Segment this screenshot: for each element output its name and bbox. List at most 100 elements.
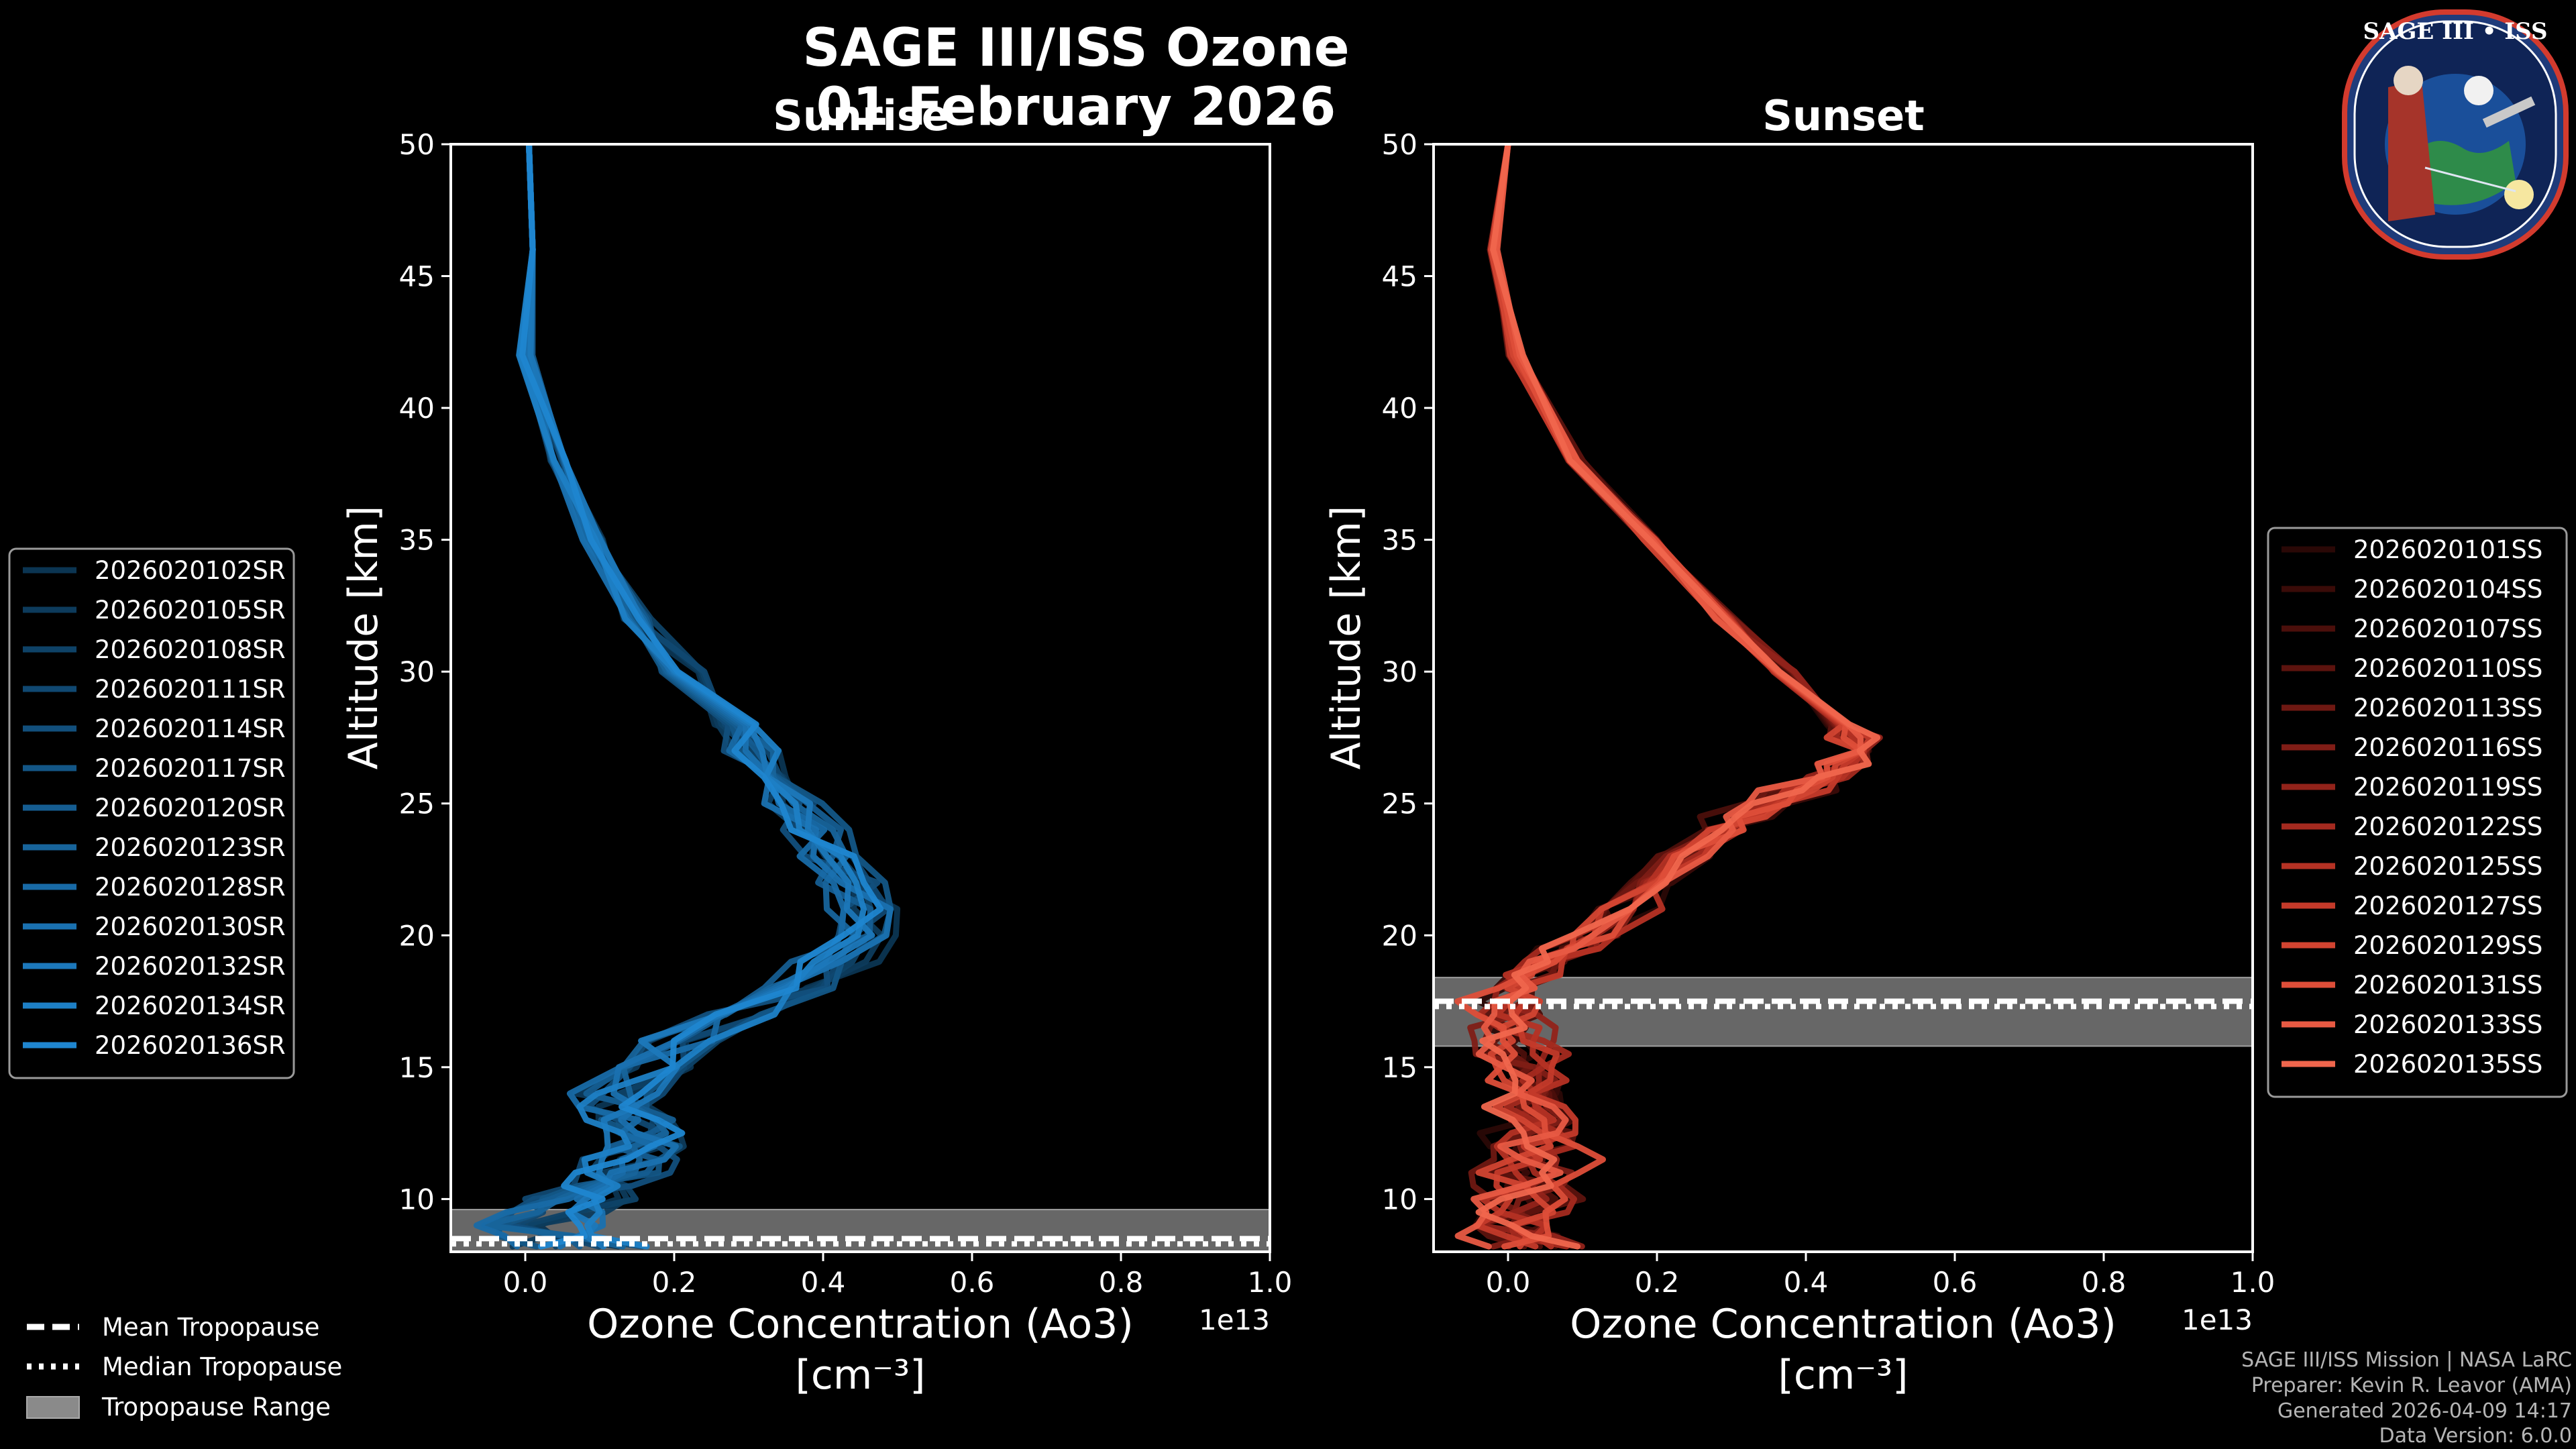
wizard-robe-icon [2388,80,2435,221]
sunrise-legend-label: 2026020130SR [95,912,286,941]
credits: SAGE III/ISS Mission | NASA LaRC Prepare… [2241,1348,2572,1448]
tropopause-range-label: Tropopause Range [101,1393,331,1421]
sunrise-legend-label: 2026020102SR [95,556,286,585]
sunrise-x-tick-label: 0.6 [950,1266,995,1299]
sunrise-y-tick-label: 35 [399,524,435,557]
credit-preparer: Preparer: Kevin R. Leavor (AMA) [2251,1374,2572,1397]
sunset-tropopause-range [1434,977,2253,1047]
sunset-x-tick-label: 0.2 [1635,1266,1680,1299]
sunrise-legend-label: 2026020128SR [95,873,286,902]
sage-iii-iss-mission-logo: SAGE III • ISS [2342,9,2569,260]
iss-icon [2482,96,2536,128]
sunset-x-multiplier: 1e13 [2182,1303,2253,1336]
sunset-legend-label: 2026020129SS [2353,931,2542,960]
sunset-legend-label: 2026020110SS [2353,654,2542,683]
sunrise-panel: 0.0 0.2 0.4 0.6 0.8 1.0 10 15 20 25 30 35 40 45 50 1e13… [340,128,1292,1399]
sunset-legend-label: 2026020119SS [2353,773,2542,802]
sunset-x-axis-unit: [cm⁻³] [1778,1352,1909,1399]
sunset-x-axis-label: Ozone Concentration (Ao3) [1570,1301,2116,1348]
figure-title: SAGE III/ISS Ozone [802,18,1349,78]
sunset-x-tick-label: 1.0 [2231,1266,2275,1299]
sunrise-panel-title: Sunrise [773,91,950,140]
logo-title: SAGE III • ISS [2363,18,2547,45]
sunrise-x-tick-label: 0.8 [1099,1266,1144,1299]
sunrise-axes-frame [449,143,1271,1253]
sunrise-y-tick-label: 50 [399,128,435,161]
sunrise-legend-label: 2026020132SR [95,952,286,981]
sunset-y-tick-label: 15 [1382,1051,1417,1084]
sunset-legend-label: 2026020101SS [2353,535,2542,564]
sunrise-x-axis-unit: [cm⁻³] [796,1352,926,1399]
sunrise-profile-2026020136SR [519,144,884,1250]
sunset-legend-label: 2026020116SS [2353,733,2542,762]
sunrise-legend-label: 2026020117SR [95,754,286,783]
sunrise-legend: 2026020102SR 2026020105SR 2026020108SR 2026… [8,547,295,1079]
sunset-legend-label: 2026020131SS [2353,971,2542,1000]
credit-mission: SAGE III/ISS Mission | NASA LaRC [2241,1348,2572,1372]
sunrise-y-tick-label: 15 [399,1051,435,1084]
sunrise-y-axis-label: Altitude [km] [340,506,387,770]
sunrise-x-tick-label: 1.0 [1248,1266,1293,1299]
sunrise-x-tick-label: 0.2 [652,1266,697,1299]
sunset-x-tick-label: 0.4 [1784,1266,1829,1299]
sunrise-y-tick-label: 20 [399,919,435,952]
sunrise-legend-label: 2026020123SR [95,833,286,862]
sunset-legend-box [2267,527,2568,1098]
sunset-panel: 0.0 0.2 0.4 0.6 0.8 1.0 10 15 20 25 30 35 40 45 50 1e13… [1323,128,2275,1399]
sunset-legend-label: 2026020107SS [2353,614,2542,643]
sunrise-legend-label: 2026020111SR [95,675,286,704]
sunset-x-tick-label: 0.6 [1933,1266,1978,1299]
sunset-legend-label: 2026020113SS [2353,694,2542,722]
sunrise-legend-label: 2026020108SR [95,635,286,664]
sunrise-legend-label: 2026020136SR [95,1031,286,1060]
sunset-x-tick-label: 0.0 [1486,1266,1531,1299]
sunset-y-tick-label: 45 [1382,260,1417,293]
sunrise-profile-2026020111SR [512,144,891,1250]
figure-date: 01 February 2026 [816,77,1336,138]
sunset-y-axis-label: Altitude [km] [1323,506,1370,770]
median-tropopause-label: Median Tropopause [102,1352,342,1381]
sun-icon [2504,180,2534,209]
sunrise-x-tick-label: 0.0 [503,1266,548,1299]
sunset-profile-2026020131SS [1454,144,1864,1250]
sunrise-x-multiplier: 1e13 [1199,1303,1270,1336]
sunset-legend-label: 2026020135SS [2353,1050,2542,1079]
sunset-legend-label: 2026020127SS [2353,892,2542,920]
sunset-y-tick-label: 20 [1382,919,1417,952]
sunset-y-tick-label: 25 [1382,788,1417,820]
sunrise-y-tick-label: 30 [399,655,435,688]
sunrise-y-tick-label: 45 [399,260,435,293]
sunset-axes-frame [1432,143,2254,1253]
sunset-panel-title: Sunset [1762,91,1925,140]
sunrise-legend-label: 2026020120SR [95,794,286,822]
tropopause-legend: Mean Tropopause Median Tropopause Tropop… [26,1313,342,1421]
sunset-profile-2026020135SS [1475,144,1881,1250]
sunset-y-tick-label: 30 [1382,655,1417,688]
sunrise-y-tick-label: 40 [399,392,435,425]
sunrise-legend-label: 2026020114SR [95,714,286,743]
sunrise-profile-2026020134SR [516,144,867,1250]
sunset-x-tick-label: 0.8 [2082,1266,2127,1299]
sunset-y-tick-label: 35 [1382,524,1417,557]
sunrise-y-tick-label: 10 [399,1183,435,1216]
sunrise-y-tick-label: 25 [399,788,435,820]
sunset-y-tick-label: 10 [1382,1183,1417,1216]
sunrise-legend-label: 2026020105SR [95,596,286,625]
tropopause-range-swatch [26,1396,80,1419]
sunset-legend: 2026020101SS 2026020104SS 2026020107SS 2026… [2267,527,2568,1098]
sunrise-x-tick-label: 0.4 [801,1266,846,1299]
sunrise-legend-label: 2026020134SR [95,991,286,1020]
sunset-legend-label: 2026020125SS [2353,852,2542,881]
sunrise-legend-box [8,547,295,1079]
sunset-plot-area [1434,144,2253,1252]
sunset-legend-label: 2026020122SS [2353,812,2542,841]
sunset-legend-label: 2026020133SS [2353,1010,2542,1039]
sunset-legend-label: 2026020104SS [2353,575,2542,604]
sunset-y-tick-label: 40 [1382,392,1417,425]
moon-icon [2464,76,2493,105]
credit-data-version: Data Version: 6.0.0 [2379,1424,2572,1448]
sunrise-x-axis-label: Ozone Concentration (Ao3) [587,1301,1134,1348]
credit-generated: Generated 2026-04-09 14:17 [2277,1399,2572,1423]
sunrise-plot-area [451,144,1270,1252]
